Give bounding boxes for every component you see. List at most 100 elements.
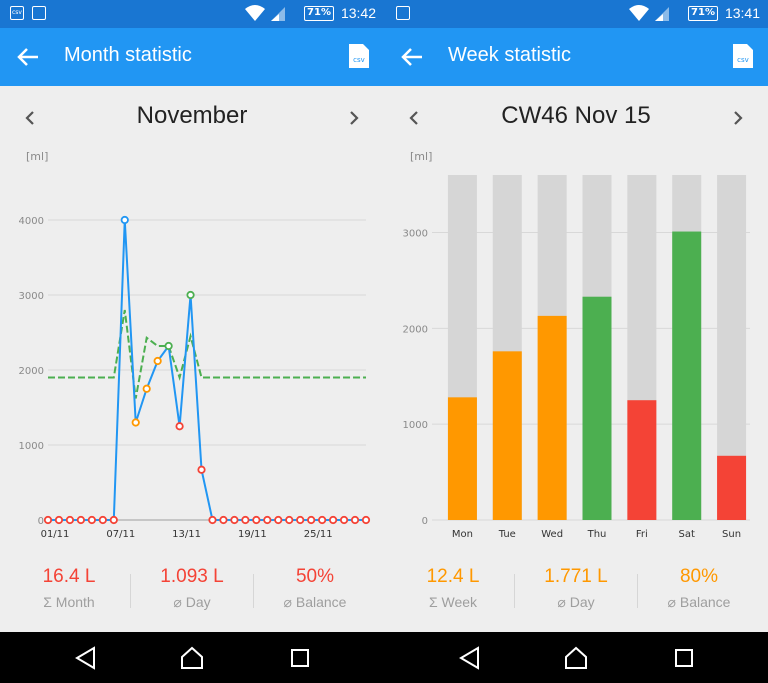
bar xyxy=(447,397,477,520)
x-tick-label: Mon xyxy=(452,529,473,540)
y-tick-label: 2000 xyxy=(19,366,44,377)
x-tick-label: Thu xyxy=(587,529,607,540)
export-csv-icon[interactable]: csv xyxy=(732,43,754,69)
stat-balance-value: 80% xyxy=(679,566,719,587)
data-point xyxy=(208,515,217,525)
data-point xyxy=(329,515,338,525)
stat-balance-label: ⌀ Balance xyxy=(667,594,731,610)
y-tick-label: 3000 xyxy=(403,229,428,240)
week-stats: 12.4 L Σ Week 1.771 L ⌀ Day 80% ⌀ Balanc… xyxy=(384,566,768,622)
period-label: CW46 Nov 15 xyxy=(501,102,651,129)
data-point xyxy=(76,515,85,525)
data-point xyxy=(65,515,75,525)
week-bar-chart: 0 1000 2000 3000 Mon Tue Wed Thu Fri Sat Sun xyxy=(403,175,750,540)
x-tick-label: Sun xyxy=(722,529,741,540)
home-nav-icon[interactable] xyxy=(562,645,590,671)
data-point xyxy=(230,515,239,525)
y-tick-label: 2000 xyxy=(403,324,428,335)
data-point xyxy=(274,515,283,525)
data-point xyxy=(241,515,250,525)
period-label: November xyxy=(136,102,248,129)
svg-text:csv: csv xyxy=(353,56,365,64)
signal-icon xyxy=(655,7,669,21)
screen-title: Week statistic xyxy=(448,44,571,66)
data-point xyxy=(131,418,140,427)
stat-average: 1.771 L ⌀ Day xyxy=(517,566,635,611)
export-csv-icon[interactable]: csv xyxy=(348,43,370,69)
previous-period-icon[interactable] xyxy=(16,104,44,132)
data-point xyxy=(98,515,107,525)
week-screen: 71% 13:41 Week statistic csv CW46 Nov 15… xyxy=(384,0,768,632)
wifi-icon xyxy=(245,5,265,21)
target-series-line xyxy=(48,309,366,399)
data-point xyxy=(109,515,118,525)
data-point xyxy=(142,384,151,393)
stat-average-value: 1.093 L xyxy=(160,566,224,587)
y-tick-label: 1000 xyxy=(19,441,44,452)
bar xyxy=(537,315,567,520)
stat-total-label: Σ Month xyxy=(43,594,95,610)
period-nav: November xyxy=(0,100,384,136)
back-arrow-icon[interactable] xyxy=(12,42,44,72)
month-line-chart: 0 1000 2000 3000 4000 01/11 07/11 13/11 19/11 25/… xyxy=(19,215,371,540)
bar xyxy=(672,231,702,520)
data-point xyxy=(87,515,96,525)
data-point xyxy=(164,341,173,351)
stat-balance: 50% ⌀ Balance xyxy=(256,566,374,611)
data-point xyxy=(219,515,228,525)
period-nav: CW46 Nov 15 xyxy=(384,100,768,136)
x-tick-label: 01/11 xyxy=(41,529,70,540)
y-tick-label: 0 xyxy=(38,516,44,527)
divider xyxy=(514,574,515,608)
clock: 13:42 xyxy=(340,5,376,21)
data-point xyxy=(339,515,349,525)
next-period-icon[interactable] xyxy=(724,104,752,132)
image-icon xyxy=(32,6,46,20)
data-point xyxy=(252,515,261,525)
csv-file-icon: csv xyxy=(10,6,24,20)
x-tick-label: Wed xyxy=(541,529,563,540)
data-point xyxy=(54,515,64,525)
battery-icon: 71% xyxy=(688,6,718,21)
stat-balance: 80% ⌀ Balance xyxy=(640,566,758,611)
data-point xyxy=(175,422,184,431)
stat-total: 16.4 L Σ Month xyxy=(10,566,128,610)
stat-balance-label: ⌀ Balance xyxy=(283,594,347,610)
image-icon xyxy=(396,6,410,20)
back-nav-icon[interactable] xyxy=(72,645,100,671)
divider xyxy=(253,574,254,608)
bar xyxy=(717,455,747,520)
y-tick-label: 1000 xyxy=(403,420,428,431)
home-nav-icon[interactable] xyxy=(178,645,206,671)
stat-average-label: ⌀ Day xyxy=(173,594,211,610)
data-point xyxy=(361,515,371,525)
app-bar: Month statistic csv xyxy=(0,28,384,86)
x-tick-label: 25/11 xyxy=(304,529,333,540)
status-bar: csv 71% 13:42 xyxy=(0,0,384,28)
y-tick-label: 0 xyxy=(422,516,428,527)
previous-period-icon[interactable] xyxy=(400,104,428,132)
y-axis-unit: [ml] xyxy=(410,150,433,163)
battery-icon: 71% xyxy=(304,6,334,21)
data-point xyxy=(285,515,294,525)
stat-average: 1.093 L ⌀ Day xyxy=(133,566,251,611)
x-tick-label: Tue xyxy=(498,529,516,540)
divider xyxy=(130,574,131,608)
bar xyxy=(627,400,657,520)
back-arrow-icon[interactable] xyxy=(396,42,428,72)
back-nav-icon[interactable] xyxy=(456,645,484,671)
clock: 13:41 xyxy=(724,5,760,21)
x-tick-label: 19/11 xyxy=(238,529,267,540)
recents-nav-icon[interactable] xyxy=(670,645,698,671)
next-period-icon[interactable] xyxy=(340,104,368,132)
system-nav-bar xyxy=(0,632,768,683)
screen-title: Month statistic xyxy=(64,44,192,66)
wifi-icon xyxy=(629,5,649,21)
x-tick-label: 07/11 xyxy=(106,529,135,540)
app-bar: Week statistic csv xyxy=(384,28,768,86)
data-point xyxy=(197,465,206,474)
stat-total-label: Σ Week xyxy=(428,594,478,610)
stat-total: 12.4 L Σ Week xyxy=(394,566,512,610)
stat-balance-value: 50% xyxy=(295,566,335,587)
recents-nav-icon[interactable] xyxy=(286,645,314,671)
